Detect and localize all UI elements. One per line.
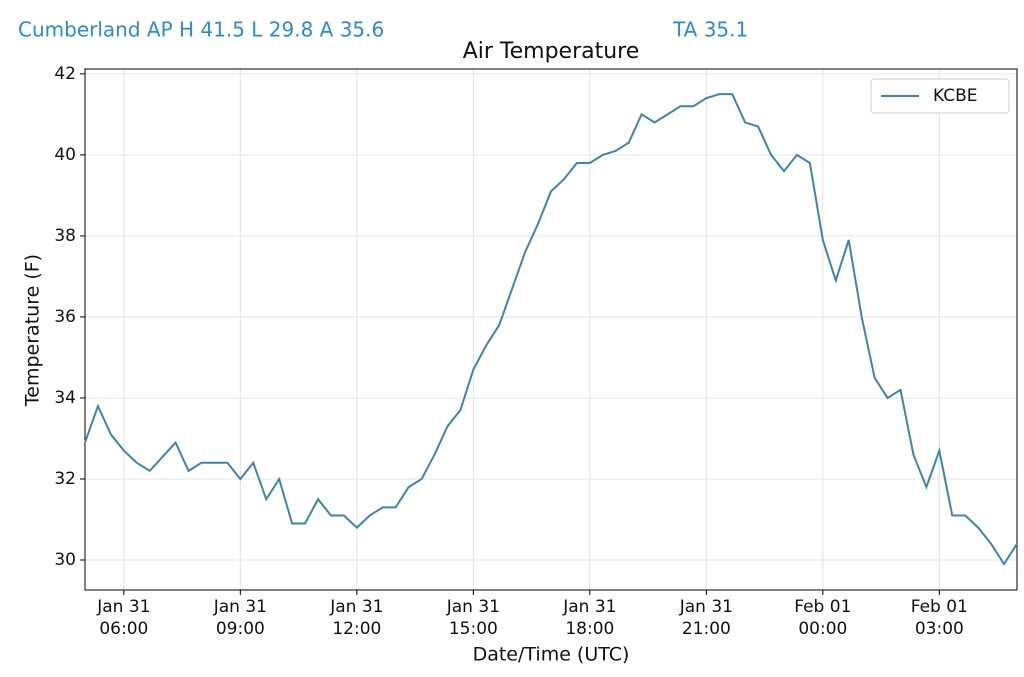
y-tick-label: 36: [54, 307, 76, 327]
legend-label: KCBE: [933, 86, 978, 106]
x-tick-label: Jan 31: [562, 597, 616, 617]
plot-frame: [84, 68, 1018, 591]
x-tick-label: Feb 01: [911, 597, 968, 617]
y-axis-label: Temperature (F): [22, 254, 44, 407]
station-summary: Cumberland AP H 41.5 L 29.8 A 35.6: [18, 18, 384, 42]
x-tick-label: Jan 31: [329, 597, 383, 617]
x-tick-label: 09:00: [216, 619, 265, 639]
x-tick-label: Jan 31: [96, 597, 150, 617]
y-tick-label: 34: [54, 388, 76, 408]
x-tick-label: 12:00: [332, 619, 381, 639]
x-tick-label: 00:00: [798, 619, 847, 639]
series-line: [84, 93, 1018, 566]
x-tick-label: 21:00: [682, 619, 731, 639]
x-tick-label: 03:00: [915, 619, 964, 639]
x-tick-label: Jan 31: [679, 597, 733, 617]
x-tick-label: Jan 31: [446, 597, 500, 617]
x-tick-label: 18:00: [565, 619, 614, 639]
x-tick-label: 06:00: [99, 619, 148, 639]
x-tick-label: Feb 01: [794, 597, 851, 617]
y-tick-label: 40: [54, 145, 76, 165]
chart-title: Air Temperature: [463, 39, 640, 64]
x-tick-label: 15:00: [449, 619, 498, 639]
current-reading: TA 35.1: [672, 18, 748, 42]
x-tick-label: Jan 31: [213, 597, 267, 617]
legend-box: [870, 78, 1010, 114]
y-tick-label: 30: [54, 550, 76, 570]
y-tick-label: 42: [54, 64, 76, 84]
y-tick-label: 32: [54, 469, 76, 489]
y-tick-label: 38: [54, 226, 76, 246]
x-axis-label: Date/Time (UTC): [473, 644, 630, 666]
